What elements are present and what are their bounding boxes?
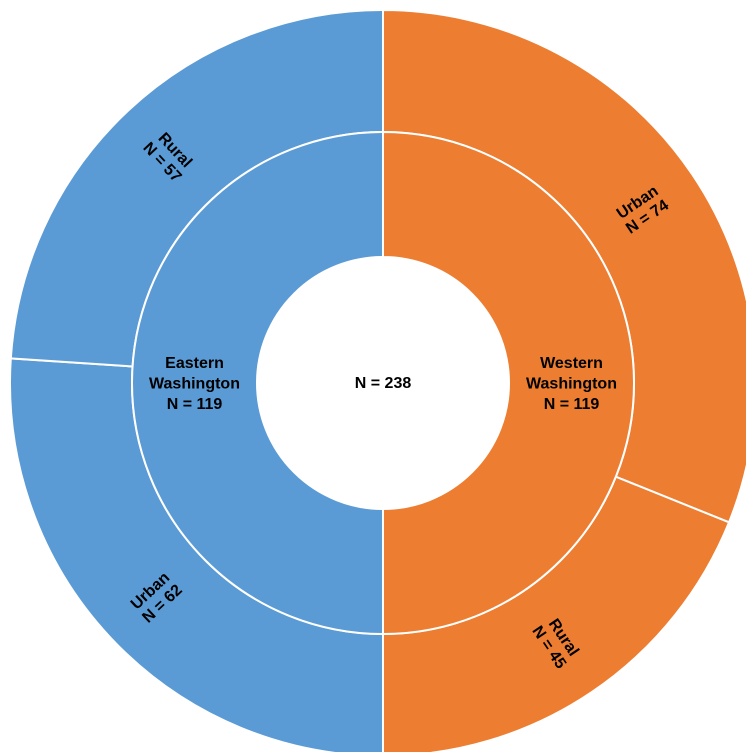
inner-label-count-western-washington: N = 119 — [544, 396, 600, 413]
inner-label-count-eastern-washington: N = 119 — [167, 396, 223, 413]
center-hole — [257, 257, 509, 509]
outer-ring — [9, 8, 746, 752]
inner-label-name2-western-washington: Washington — [526, 376, 617, 393]
center-total-label: N = 238 — [355, 375, 412, 392]
inner-label-name-western-washington: Western — [540, 355, 603, 372]
inner-label-name-eastern-washington: Eastern — [165, 355, 224, 372]
inner-ring-labels: Western Washington N = 119 Eastern Washingto… — [149, 355, 617, 413]
inner-label-name2-eastern-washington: Washington — [149, 376, 240, 393]
